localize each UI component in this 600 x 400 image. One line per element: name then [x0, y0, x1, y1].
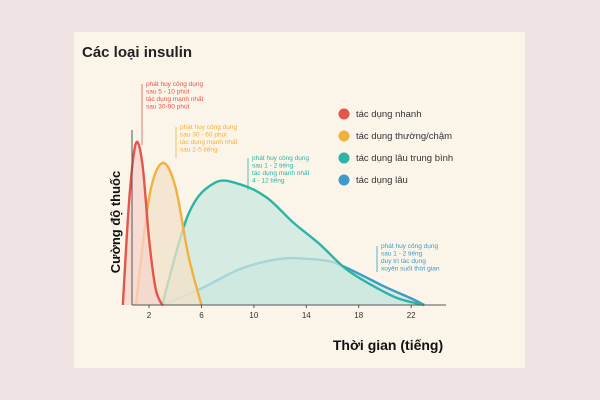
annotation-text: 4 - 12 tiếng [252, 176, 285, 185]
legend-label: tác dụng lâu trung bình [356, 153, 453, 164]
annotation-text: phát huy công dụng [381, 243, 438, 250]
legend-swatch [338, 174, 350, 186]
annotation-text: sau 5 - 10 phút [146, 89, 190, 96]
annotation-text: sau 30 - 60 phút [180, 132, 227, 139]
annotation-text: sau 2-5 tiếng [180, 145, 218, 154]
x-tick-label: 2 [147, 311, 152, 320]
annotation-text: tác dụng mạnh nhất [252, 168, 310, 177]
annotation-text: phát huy công dụng [252, 155, 309, 162]
series-area-0 [122, 141, 163, 305]
legend-label: tác dụng thường/chậm [356, 131, 452, 142]
x-tick-label: 18 [354, 311, 363, 320]
annotation-text: sau 30-90 phút [146, 104, 190, 111]
x-tick-label: 22 [407, 311, 416, 320]
annotation-text: duy trì tác dụng [381, 258, 426, 265]
chart-title: Các loại insulin [82, 44, 193, 61]
annotation-text: sau 1 - 2 tiếng [381, 249, 423, 258]
x-axis-title: Thời gian (tiếng) [333, 337, 443, 353]
legend-label: tác dụng nhanh [356, 109, 422, 120]
annotation-text: tác dụng mạnh nhất [180, 137, 238, 146]
annotation-text: tác dụng mạnh nhất [146, 94, 204, 103]
annotation-text: phát huy công dụng [180, 124, 237, 131]
chart-legend: tác dụng nhanh tác dụng thường/chậm tác dụ… [338, 108, 453, 186]
legend-swatch [338, 152, 350, 164]
legend-label: tác dụng lâu [356, 175, 408, 186]
x-tick-label: 10 [249, 311, 258, 320]
series-line-2 [160, 179, 425, 307]
series-line-0 [121, 140, 164, 306]
y-axis-title: Cường độ thuốc [108, 171, 123, 273]
chart-axes: 2 6 10 14 18 22 [131, 130, 446, 320]
x-tick-label: 6 [199, 311, 204, 320]
series-area-2 [162, 180, 425, 305]
x-tick-label: 14 [302, 311, 311, 320]
chart-areas [121, 140, 425, 307]
annotation-text: phát huy công dụng [146, 81, 203, 88]
annotation-text: xuyên suốt thời gian [381, 264, 440, 273]
legend-swatch [338, 108, 350, 120]
legend-swatch [338, 130, 350, 142]
annotation-text: sau 1 - 2 tiếng [252, 161, 294, 170]
